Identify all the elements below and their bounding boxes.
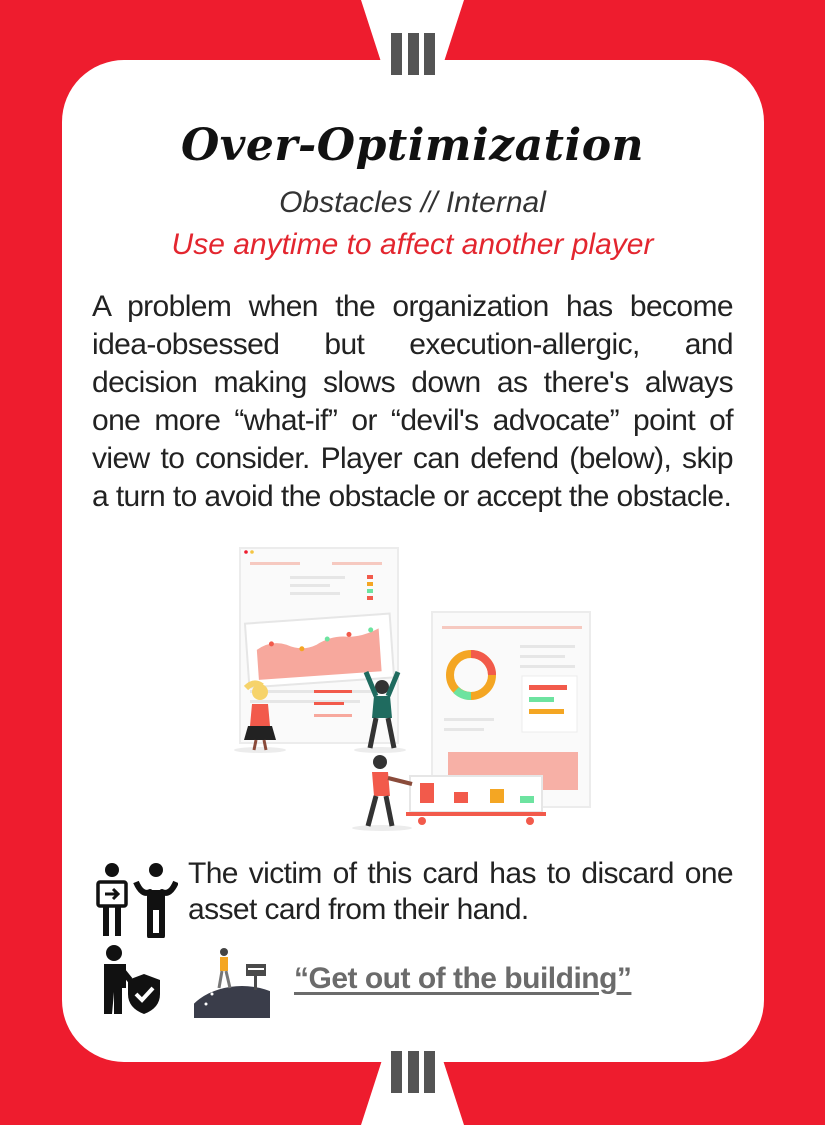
dashboard-team-illustration (234, 547, 591, 831)
player-to-player-icon (96, 863, 178, 938)
card-usage: Use anytime to affect another player (171, 228, 654, 261)
level-indicator-bottom (391, 1051, 435, 1093)
card-description: A problem when the organization has beco… (92, 290, 734, 513)
defense-card-link[interactable]: “Get out of the building” (294, 962, 632, 995)
card-title: Over-Optimization (180, 120, 645, 171)
card-face (62, 60, 764, 1062)
card-effect-text: The victim of this card has to discard o… (188, 857, 734, 926)
defense-thumbnail-image (194, 944, 270, 1018)
card-category: Obstacles // Internal (279, 186, 546, 219)
person-shield-icon (104, 945, 160, 1014)
level-indicator-top (391, 33, 435, 75)
